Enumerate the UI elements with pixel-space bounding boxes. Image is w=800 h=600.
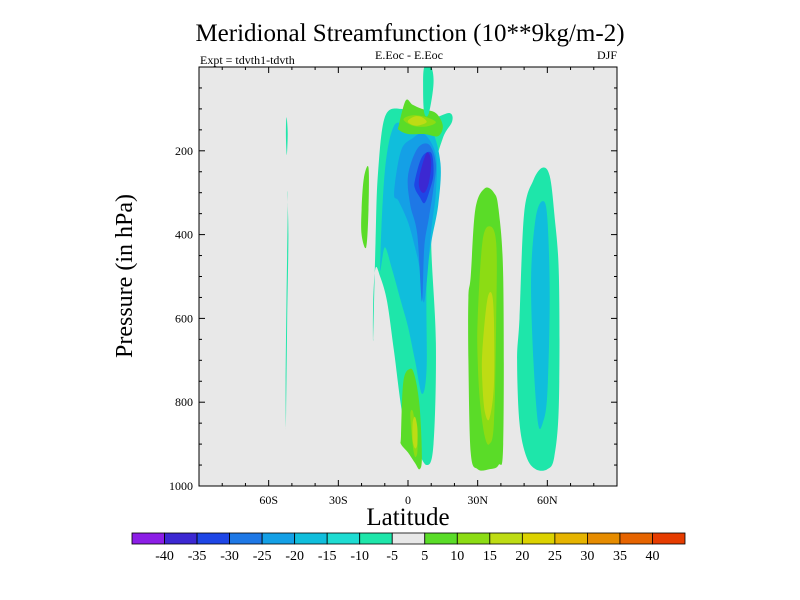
axis-ticks: 200 400 600 800 1000 60S 30S 0 30N 60N	[169, 67, 617, 507]
colorbar-swatch-12	[521, 532, 556, 545]
colorbar-label: -40	[155, 549, 174, 564]
colorbar-label: -25	[253, 549, 272, 564]
colorbar-label: -10	[350, 549, 369, 564]
colorbar-swatch-7	[359, 532, 393, 545]
colorbar-swatch-2	[196, 532, 230, 545]
contour-region-nh-30n-pos-15	[481, 292, 495, 421]
colorbar-label: -30	[220, 549, 239, 564]
season-label: DJF	[597, 48, 617, 62]
y-tick-label: 200	[175, 144, 193, 158]
y-tick-label: 1000	[169, 479, 193, 493]
x-tick-label: 60S	[259, 493, 278, 507]
colorbar-swatch-11	[489, 532, 523, 545]
colorbar-swatch-15	[619, 532, 653, 545]
colorbar-swatch-13	[554, 532, 588, 545]
contour-region-top-neg-sliver	[423, 67, 434, 117]
colorbar-label: -15	[318, 549, 337, 564]
center-label: E.Eoc - E.Eoc	[375, 48, 443, 62]
colorbar-swatch-3	[229, 532, 263, 545]
x-tick-label: 30N	[467, 493, 488, 507]
experiment-label: Expt = tdvth1-tdvth	[200, 53, 295, 67]
y-tick-label: 600	[175, 311, 193, 325]
colorbar-label: 35	[613, 549, 627, 564]
colorbar-label: 25	[548, 549, 562, 564]
y-tick-label: 800	[175, 395, 193, 409]
colorbar-label: 40	[645, 549, 659, 564]
colorbar-swatch-8	[391, 532, 426, 545]
colorbar-label: 30	[580, 549, 594, 564]
colorbar: -40 -35 -30 -25 -20 -15 -10 -5 5 10 15 20 25 30 35 40	[131, 532, 686, 564]
colorbar-label: 5	[421, 549, 428, 564]
y-tick-label: 400	[175, 228, 193, 242]
contour-region-upper-pos-15	[407, 116, 427, 126]
colorbar-label: 10	[450, 549, 464, 564]
x-axis-title: Latitude	[366, 504, 449, 531]
colorbar-swatch-4	[261, 532, 296, 545]
colorbar-label: -20	[285, 549, 304, 564]
colorbar-swatch-9	[424, 532, 458, 545]
colorbar-swatch-10	[456, 532, 491, 545]
contour-regions	[285, 67, 560, 471]
y-axis-title: Pressure (in hPa)	[112, 194, 138, 358]
contour-region-eq-lower-pos-15	[412, 416, 418, 449]
colorbar-swatch-5	[294, 532, 328, 545]
colorbar-swatch-6	[326, 532, 361, 545]
contour-region-sh-60s-band	[285, 191, 289, 430]
chart-title: Meridional Streamfunction (10**9kg/m-2)	[195, 20, 624, 47]
contour-region-sh-upper-sliver	[285, 117, 288, 155]
contour-region-sh-20s-pos	[361, 165, 369, 249]
colorbar-swatch-16	[652, 532, 686, 545]
colorbar-swatch-14	[587, 532, 621, 545]
plot-area: 200 400 600 800 1000 60S 30S 0 30N 60N	[169, 66, 618, 507]
colorbar-label: -35	[188, 549, 207, 564]
colorbar-label: 20	[515, 549, 529, 564]
contour-region-nh-60n-neg-10	[531, 201, 550, 430]
x-tick-label: 60N	[537, 493, 558, 507]
contour-region-tropical-neg-30	[418, 152, 432, 193]
x-tick-label: 30S	[329, 493, 348, 507]
colorbar-label: 15	[483, 549, 497, 564]
colorbar-swatch-1	[164, 532, 198, 545]
x-tick-label: 0	[405, 493, 411, 507]
colorbar-swatch-0	[131, 532, 165, 545]
colorbar-label: -5	[386, 549, 398, 564]
